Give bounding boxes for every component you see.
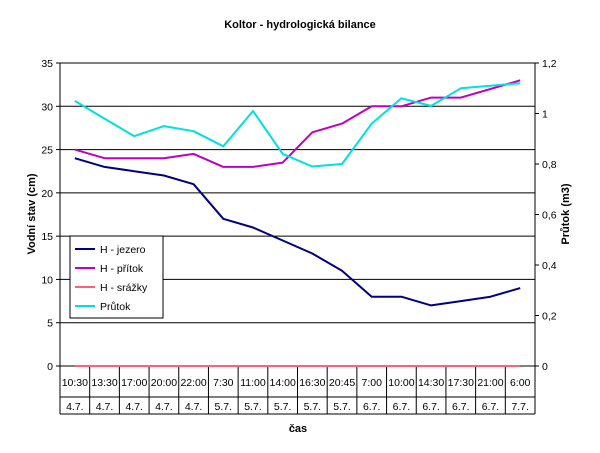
x-category-time: 21:00 [477,377,503,389]
x-category-time: 14:00 [270,377,296,389]
y-tick-label: 15 [41,231,53,243]
x-category-time: 20:00 [151,377,177,389]
y-tick-label: 5 [47,318,53,330]
x-category-time: 10:00 [388,377,414,389]
y-tick-label: 20 [41,188,53,200]
x-category-date: 4.7. [96,401,114,413]
x-category-time: 7:00 [362,377,383,389]
x-category-time: 17:00 [121,377,147,389]
x-category-time: 17:30 [448,377,474,389]
y2-tick-label: 1 [542,109,548,121]
series-line [74,157,521,307]
y-tick-label: 0 [47,361,53,373]
x-category-time: 20:45 [329,377,355,389]
x-category-date: 4.7. [185,401,203,413]
y2-tick-label: 1,2 [542,58,557,70]
plot-area: 0 5 10 15 20 25 30 35 0 0,2 0,4 0,6 0,8 1 1,2 10:30 4.7.… [41,58,557,415]
x-category-date: 5.7. [274,401,292,413]
legend-label: H - srážky [100,282,148,294]
x-category-time: 14:30 [418,377,444,389]
y2-axis-title: Průtok (m3) [560,183,572,244]
x-category-date: 6.7. [393,401,411,413]
x-category-date: 4.7. [66,401,84,413]
x-category-date: 7.7. [511,401,529,413]
x-axis-title: čas [289,423,307,435]
x-category-date: 6.7. [422,401,440,413]
y-tick-label: 30 [41,101,53,113]
x-category-time: 11:00 [240,377,266,389]
x-category-date: 6.7. [363,401,381,413]
y-tick-label: 25 [41,145,53,157]
x-category-date: 5.7. [215,401,233,413]
y-tick-label: 10 [41,274,53,286]
y2-tick-label: 0,6 [542,210,557,222]
legend-label: H - jezero [100,244,146,256]
y-tick-label: 35 [41,58,53,70]
x-category-date: 5.7. [244,401,262,413]
x-category-date: 4.7. [125,401,143,413]
y2-tick-label: 0,8 [542,159,557,171]
x-category-time: 22:00 [180,377,206,389]
series-line [74,82,521,168]
legend-label: Průtok [100,301,131,313]
x-category-date: 5.7. [333,401,351,413]
x-category-time: 13:30 [91,377,117,389]
y2-tick-label: 0,2 [542,311,557,323]
x-category-date: 4.7. [155,401,173,413]
y2-tick-label: 0 [542,361,548,373]
legend: H - jezero H - přítok H - srážky Průtok [69,235,164,319]
x-category-date: 5.7. [304,401,322,413]
x-category-date: 6.7. [482,401,500,413]
y-axis-title: Vodní stav (cm) [26,173,38,254]
x-category-time: 16:30 [299,377,325,389]
x-category-date: 6.7. [452,401,470,413]
chart-title: Koltor - hydrologická bilance [224,19,376,31]
x-category-time: 7:30 [213,377,234,389]
y2-tick-label: 0,4 [542,260,557,272]
x-category-time: 10:30 [62,377,88,389]
legend-label: H - přítok [100,263,144,275]
x-category-time: 6:00 [510,377,531,389]
